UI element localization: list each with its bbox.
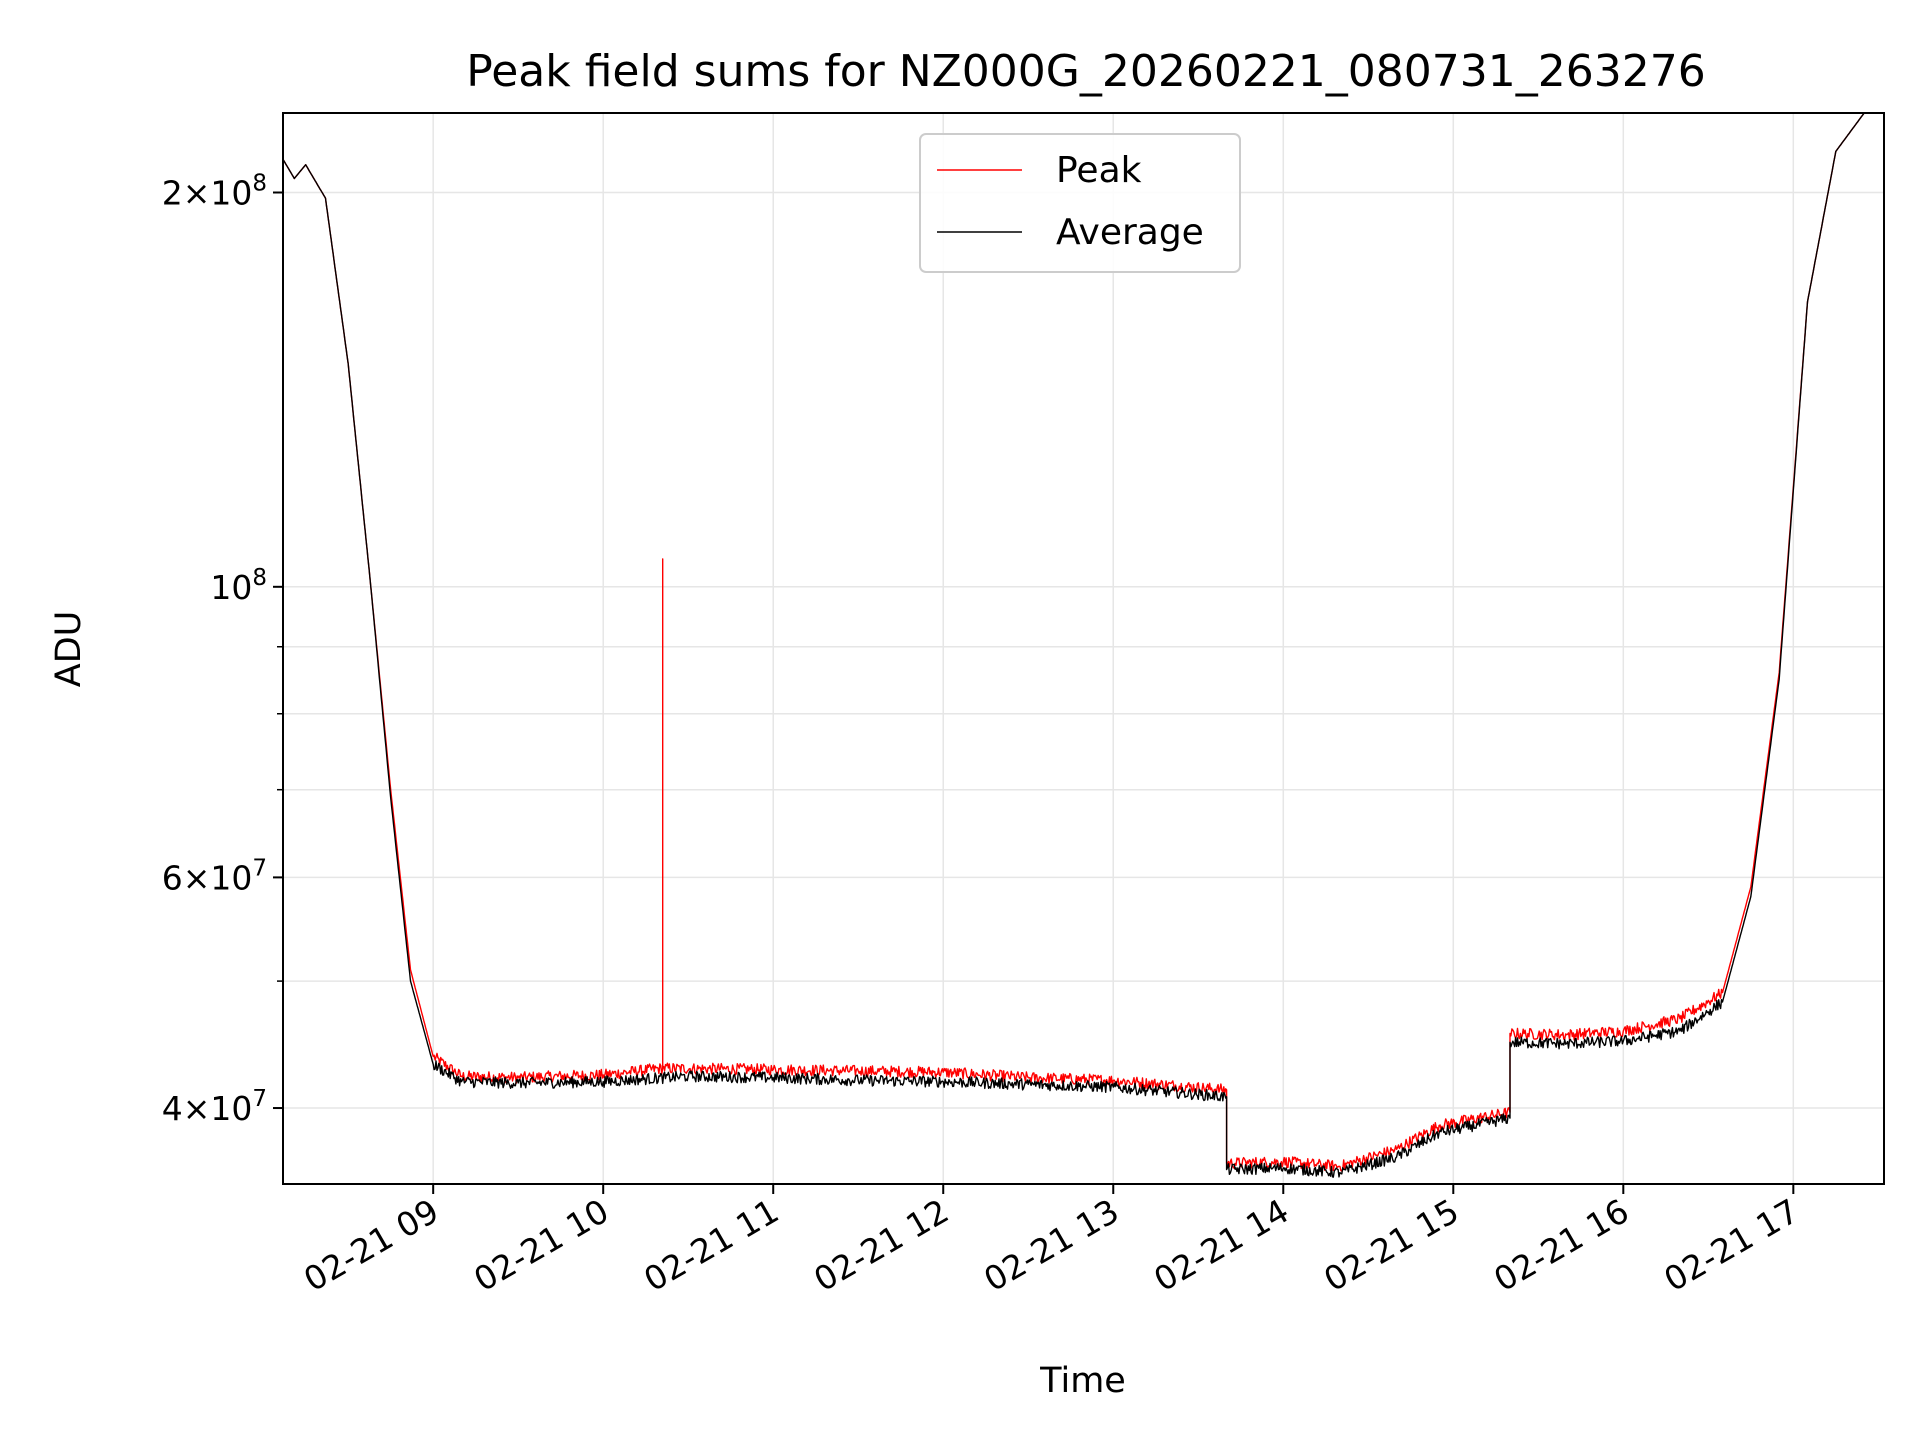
y-tick-label: 108: [210, 565, 267, 607]
y-tick-label: 2×108: [162, 171, 267, 213]
series-line-average: [282, 112, 1884, 1178]
legend: Peak Average: [919, 133, 1241, 273]
legend-label-peak: Peak: [1056, 150, 1142, 191]
x-axis-label: Time: [1039, 1361, 1126, 1401]
series-lines: [282, 112, 1884, 1178]
plot-frame: [282, 112, 1885, 1185]
y-axis-label: ADU: [49, 611, 89, 688]
y-axis-ticks: 4×107 6×107 108 2×108: [162, 171, 283, 1128]
plot-background: [283, 113, 1884, 1184]
series-line-peak: [282, 112, 1884, 1172]
legend-label-average: Average: [1056, 212, 1204, 253]
plot-area: [282, 112, 1885, 1185]
grid: [283, 113, 1884, 1184]
legend-box: [919, 133, 1241, 273]
y-tick-label: 4×107: [162, 1086, 267, 1128]
y-tick-label: 6×107: [162, 855, 267, 897]
chart-title: Peak field sums for NZ000G_20260221_0807…: [466, 46, 1705, 97]
